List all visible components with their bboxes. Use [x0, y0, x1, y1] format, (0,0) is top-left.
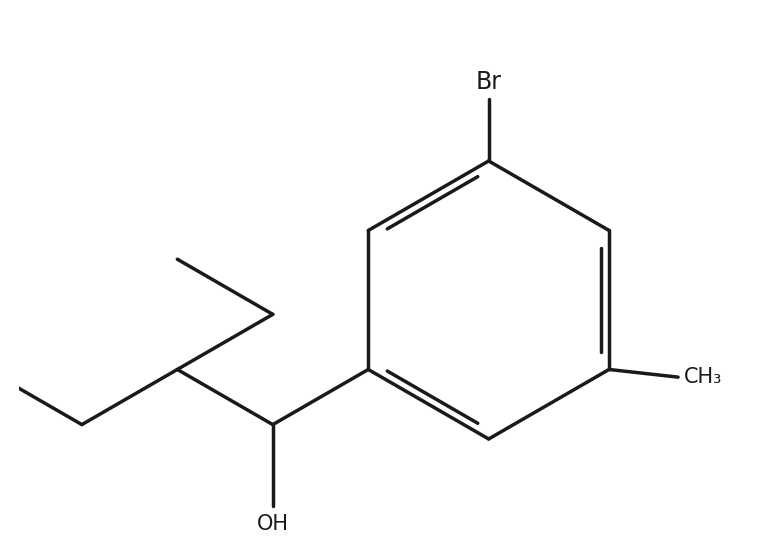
Text: OH: OH [257, 514, 289, 534]
Text: Br: Br [476, 70, 501, 94]
Text: CH₃: CH₃ [684, 367, 722, 387]
